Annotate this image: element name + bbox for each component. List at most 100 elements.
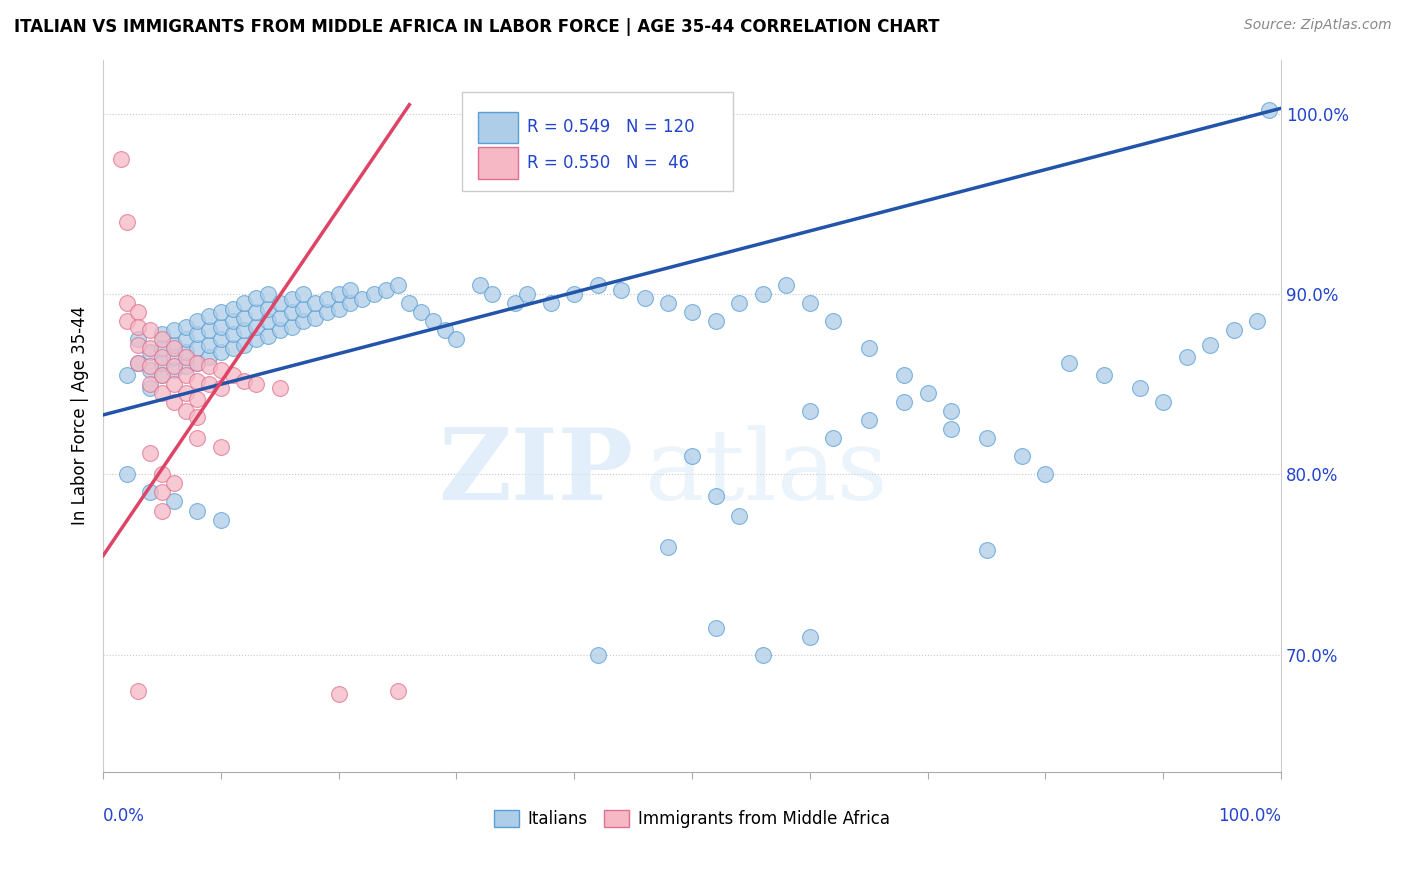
- Point: [775, 278, 797, 293]
- Point: [280, 305, 302, 319]
- Point: [245, 319, 267, 334]
- Point: [280, 319, 302, 334]
- Point: [269, 323, 291, 337]
- Point: [139, 323, 162, 337]
- Point: [150, 350, 173, 364]
- Point: [751, 648, 773, 662]
- Point: [1199, 337, 1222, 351]
- Point: [221, 326, 243, 341]
- Point: [174, 404, 197, 418]
- Legend: Italians, Immigrants from Middle Africa: Italians, Immigrants from Middle Africa: [488, 804, 897, 835]
- Point: [363, 287, 385, 301]
- Point: [257, 314, 280, 328]
- Point: [209, 305, 232, 319]
- Point: [186, 341, 208, 355]
- Point: [681, 305, 703, 319]
- Text: 0.0%: 0.0%: [103, 806, 145, 825]
- Point: [139, 377, 162, 392]
- Point: [209, 332, 232, 346]
- Point: [209, 441, 232, 455]
- Point: [139, 381, 162, 395]
- Point: [704, 489, 727, 503]
- Point: [446, 332, 468, 346]
- Point: [233, 374, 256, 388]
- Text: 100.0%: 100.0%: [1218, 806, 1281, 825]
- Point: [1258, 103, 1281, 117]
- Point: [174, 332, 197, 346]
- Text: Source: ZipAtlas.com: Source: ZipAtlas.com: [1244, 18, 1392, 32]
- Point: [976, 431, 998, 445]
- Point: [139, 359, 162, 374]
- Point: [751, 287, 773, 301]
- Point: [115, 215, 138, 229]
- Point: [893, 368, 915, 383]
- Point: [893, 395, 915, 409]
- Point: [186, 392, 208, 406]
- Point: [681, 450, 703, 464]
- Point: [209, 381, 232, 395]
- Point: [115, 296, 138, 310]
- Point: [339, 296, 361, 310]
- Point: [941, 404, 963, 418]
- Point: [221, 341, 243, 355]
- Point: [186, 356, 208, 370]
- Point: [316, 293, 339, 307]
- FancyBboxPatch shape: [478, 112, 517, 143]
- Point: [304, 310, 326, 325]
- Point: [198, 337, 221, 351]
- Point: [186, 326, 208, 341]
- Point: [127, 337, 149, 351]
- Point: [257, 287, 280, 301]
- Point: [728, 508, 751, 523]
- Point: [115, 314, 138, 328]
- Point: [174, 368, 197, 383]
- Point: [221, 301, 243, 316]
- Text: ITALIAN VS IMMIGRANTS FROM MIDDLE AFRICA IN LABOR FORCE | AGE 35-44 CORRELATION : ITALIAN VS IMMIGRANTS FROM MIDDLE AFRICA…: [14, 18, 939, 36]
- Point: [823, 314, 845, 328]
- Point: [174, 350, 197, 364]
- Point: [387, 684, 409, 698]
- Point: [139, 485, 162, 500]
- Point: [174, 386, 197, 401]
- Point: [269, 381, 291, 395]
- Point: [174, 359, 197, 374]
- Point: [858, 341, 880, 355]
- Point: [209, 319, 232, 334]
- Point: [245, 377, 267, 392]
- Point: [858, 413, 880, 427]
- Text: R = 0.549   N = 120: R = 0.549 N = 120: [527, 119, 695, 136]
- Point: [280, 293, 302, 307]
- Point: [127, 332, 149, 346]
- Point: [139, 341, 162, 355]
- Point: [433, 323, 456, 337]
- Point: [139, 446, 162, 460]
- Point: [150, 368, 173, 383]
- Point: [304, 296, 326, 310]
- Point: [221, 314, 243, 328]
- Point: [163, 476, 186, 491]
- Point: [1011, 450, 1033, 464]
- Point: [257, 328, 280, 343]
- Point: [127, 356, 149, 370]
- Point: [657, 540, 679, 554]
- Point: [139, 344, 162, 359]
- Point: [704, 314, 727, 328]
- Point: [292, 301, 315, 316]
- Point: [174, 344, 197, 359]
- Point: [150, 332, 173, 346]
- Point: [799, 404, 821, 418]
- Point: [917, 386, 939, 401]
- Point: [328, 287, 350, 301]
- Point: [799, 296, 821, 310]
- Point: [1223, 323, 1246, 337]
- Point: [245, 332, 267, 346]
- Point: [186, 409, 208, 424]
- Point: [198, 359, 221, 374]
- Point: [163, 363, 186, 377]
- Point: [245, 291, 267, 305]
- Point: [328, 688, 350, 702]
- Point: [150, 341, 173, 355]
- Point: [398, 296, 420, 310]
- Point: [139, 363, 162, 377]
- Point: [1129, 381, 1152, 395]
